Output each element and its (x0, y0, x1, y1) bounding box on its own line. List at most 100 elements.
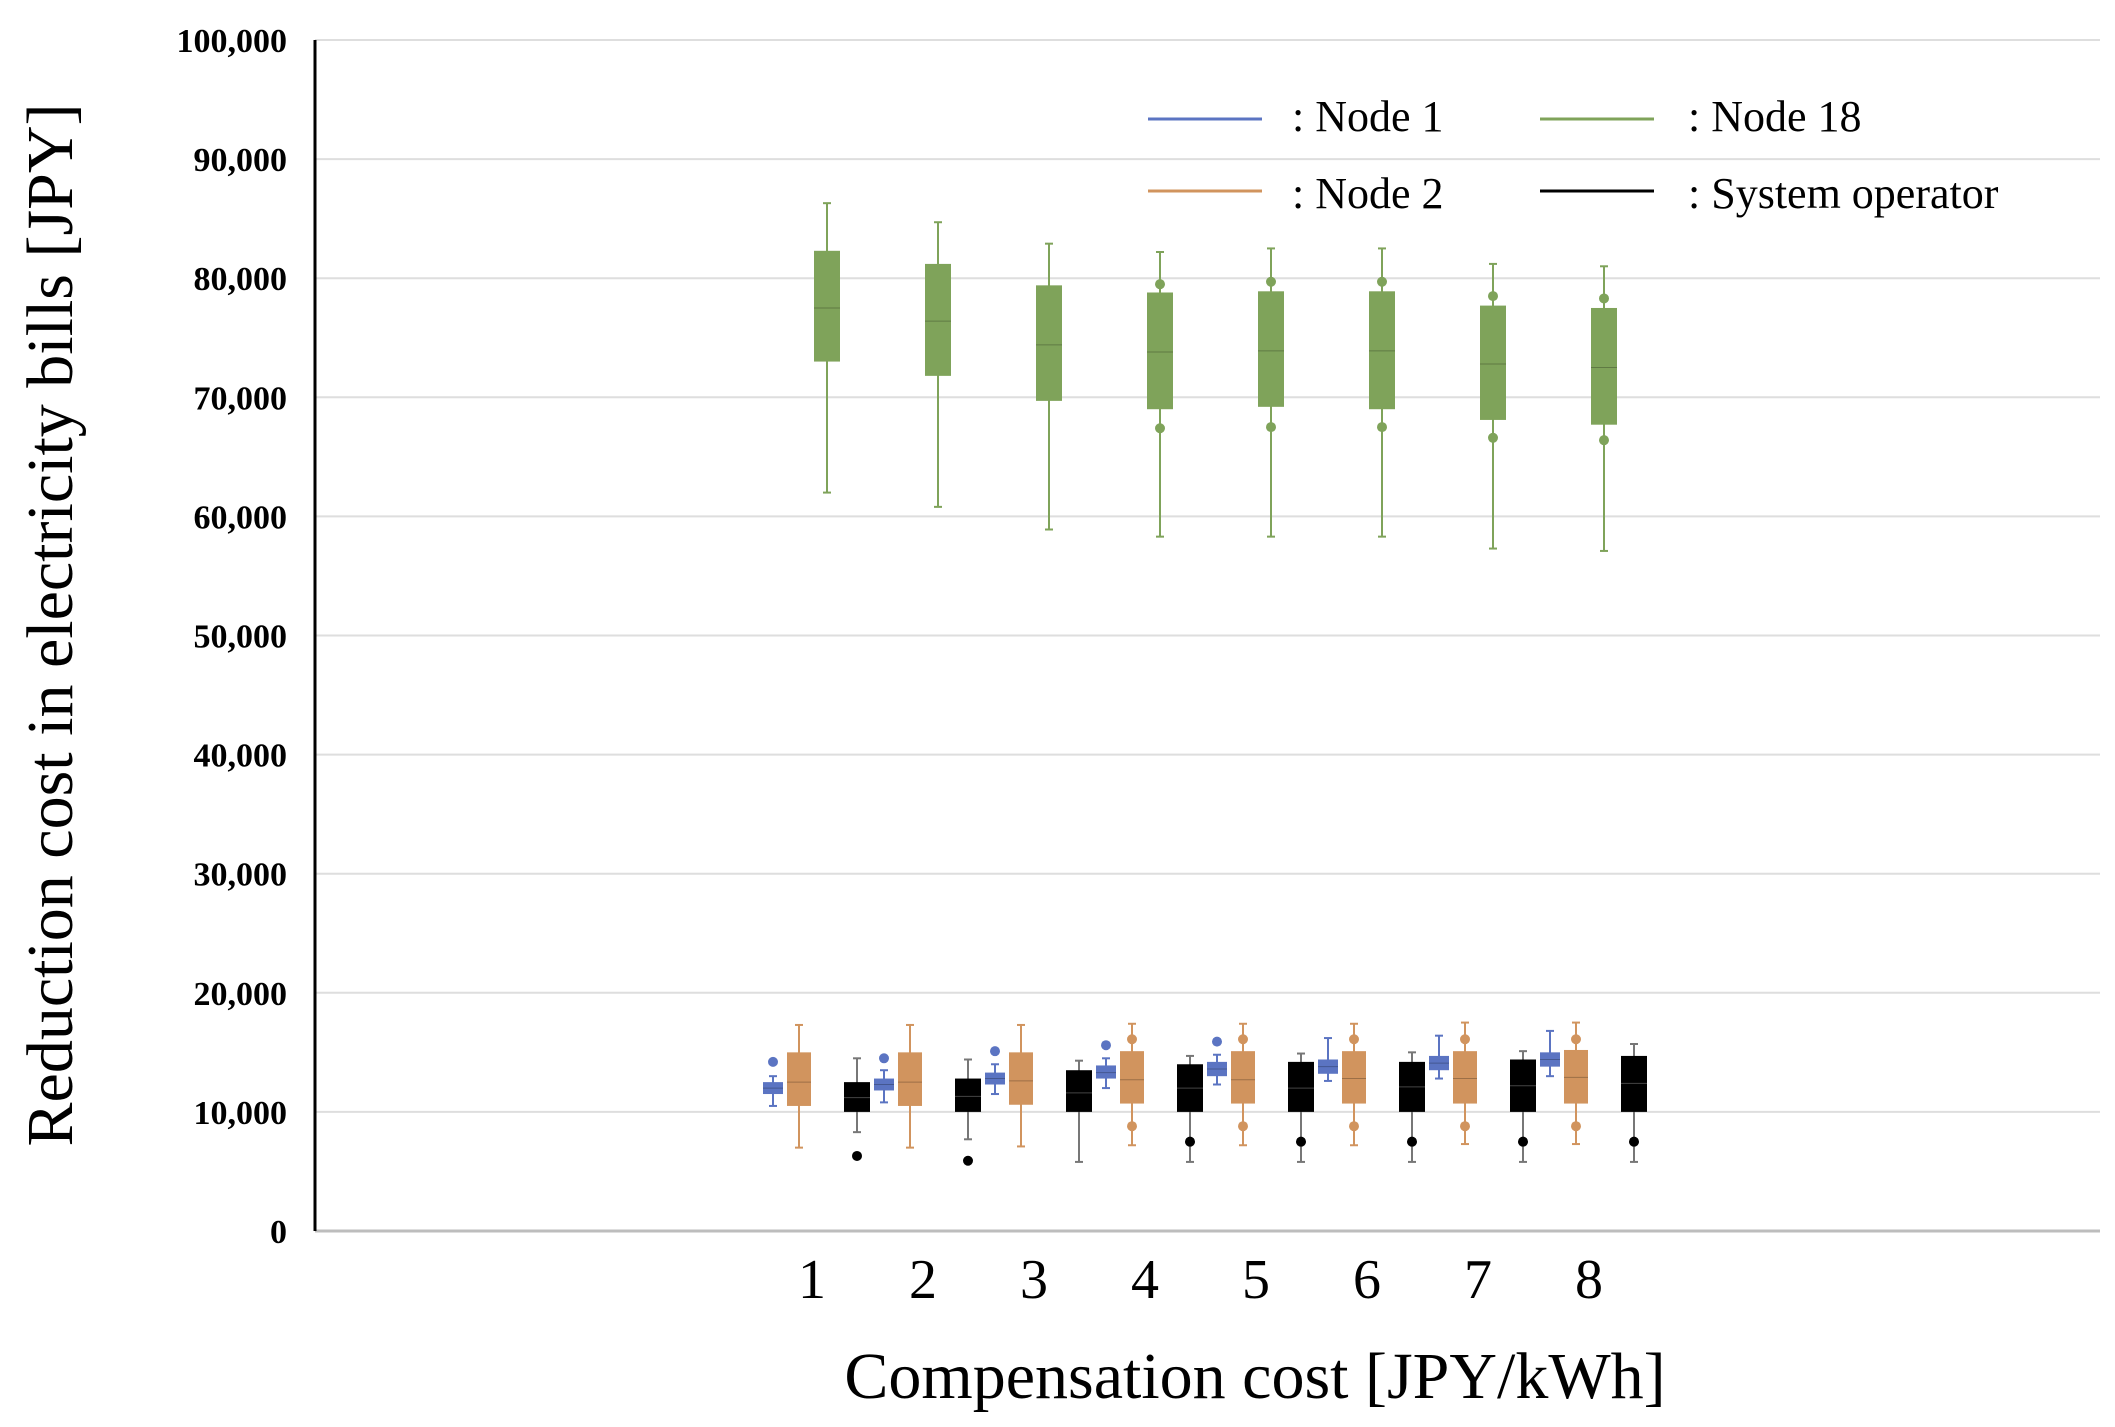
box-system-operator-7 (1510, 1050, 1536, 1163)
box-node-1-3 (985, 1046, 1005, 1096)
box-node-18-3 (1036, 242, 1062, 531)
box-body (1066, 1070, 1092, 1112)
box-body (1009, 1052, 1033, 1105)
box-node-2-6 (1342, 1022, 1366, 1147)
y-axis-title: Reduction cost in electricity bills [JPY… (14, 104, 87, 1147)
box-system-operator-5 (1288, 1052, 1314, 1163)
x-tick-label: 5 (1242, 1249, 1270, 1311)
gridlines (315, 39, 2100, 1233)
legend-label-node-18: : Node 18 (1688, 92, 1862, 141)
outlier-point (1155, 279, 1165, 290)
box-system-operator-2 (955, 1058, 981, 1166)
outlier-point (1488, 432, 1498, 443)
outlier-point (1460, 1121, 1470, 1132)
box-node-2-7 (1453, 1021, 1477, 1146)
y-tick-label: 0 (270, 1214, 287, 1251)
box-node-18-2 (925, 221, 951, 508)
box-body (763, 1082, 783, 1095)
x-tick-label: 1 (798, 1249, 826, 1311)
outlier-point (1155, 423, 1165, 434)
box-system-operator-4 (1177, 1054, 1203, 1163)
outlier-point (1101, 1040, 1111, 1051)
series-node-2 (787, 1021, 1588, 1149)
y-tick-label: 20,000 (194, 976, 288, 1013)
box-series (763, 202, 1647, 1166)
box-node-1-2 (874, 1053, 894, 1104)
box-body (925, 263, 951, 376)
y-tick-labels: 0 10,000 20,000 30,000 40,000 50,000 60,000 70,… (177, 23, 288, 1251)
y-tick-label: 80,000 (194, 261, 288, 298)
box-node-2-4 (1120, 1022, 1144, 1147)
box-node-2-3 (1009, 1023, 1033, 1148)
box-body (898, 1052, 922, 1106)
box-body (1147, 292, 1173, 410)
box-node-18-8 (1591, 265, 1617, 552)
y-tick-label: 40,000 (194, 738, 288, 775)
outlier-point (1571, 1034, 1581, 1045)
box-body (1288, 1061, 1314, 1112)
outlier-point (1599, 293, 1609, 304)
box-body (1120, 1051, 1144, 1104)
box-body (1342, 1051, 1366, 1104)
outlier-point (1599, 435, 1609, 446)
y-tick-label: 90,000 (194, 142, 288, 179)
outlier-point (1127, 1121, 1137, 1132)
y-axis: 0 10,000 20,000 30,000 40,000 50,000 60,000 70,… (177, 23, 317, 1251)
outlier-point (1212, 1036, 1222, 1047)
box-node-18-1 (814, 202, 840, 494)
outlier-point (1488, 291, 1498, 302)
box-node-2-2 (898, 1023, 922, 1149)
outlier-point (1185, 1136, 1195, 1147)
outlier-point (1518, 1136, 1528, 1147)
box-system-operator-1 (844, 1057, 870, 1161)
x-tick-label: 6 (1353, 1249, 1381, 1311)
box-body (1036, 285, 1062, 401)
box-node-2-1 (787, 1023, 811, 1149)
box-body (1207, 1061, 1227, 1077)
outlier-point (1377, 422, 1387, 433)
box-node-1-4 (1096, 1040, 1116, 1090)
x-tick-label: 8 (1575, 1249, 1603, 1311)
box-body (1258, 291, 1284, 407)
box-body (985, 1072, 1005, 1085)
outlier-point (1238, 1121, 1248, 1132)
box-body (874, 1078, 894, 1091)
box-body (1318, 1059, 1338, 1074)
outlier-point (990, 1046, 1000, 1057)
outlier-point (1349, 1034, 1359, 1045)
y-tick-label: 100,000 (177, 23, 288, 60)
box-body (1540, 1052, 1560, 1067)
x-tick-label: 7 (1464, 1249, 1492, 1311)
outlier-point (1460, 1034, 1470, 1045)
box-body (1480, 305, 1506, 420)
outlier-point (1629, 1136, 1639, 1147)
legend-label-node-1: : Node 1 (1292, 92, 1444, 141)
y-tick-label: 60,000 (194, 499, 288, 536)
box-node-1-5 (1207, 1036, 1227, 1086)
legend: : Node 1 : Node 18 : Node 2 : System ope… (1148, 92, 1999, 218)
outlier-point (1377, 276, 1387, 287)
box-body (1096, 1065, 1116, 1079)
outlier-point (1266, 422, 1276, 433)
box-node-1-7 (1429, 1034, 1449, 1080)
x-tick-label: 4 (1131, 1249, 1159, 1311)
outlier-point (852, 1150, 862, 1161)
y-tick-label: 50,000 (194, 619, 288, 656)
box-body (1453, 1051, 1477, 1104)
outlier-point (1296, 1136, 1306, 1147)
series-system-operator (844, 1043, 1647, 1166)
box-node-2-8 (1564, 1021, 1588, 1146)
box-node-1-6 (1318, 1037, 1338, 1082)
box-body (1369, 291, 1395, 410)
outlier-point (879, 1053, 889, 1064)
box-body (1231, 1051, 1255, 1104)
series-node-1 (763, 1029, 1560, 1107)
x-axis-title: Compensation cost [JPY/kWh] (844, 1340, 1665, 1413)
box-body (1591, 307, 1617, 425)
outlier-point (1127, 1034, 1137, 1045)
box-body (1564, 1049, 1588, 1104)
box-body (955, 1078, 981, 1112)
outlier-point (1266, 276, 1276, 287)
box-node-18-7 (1480, 262, 1506, 550)
